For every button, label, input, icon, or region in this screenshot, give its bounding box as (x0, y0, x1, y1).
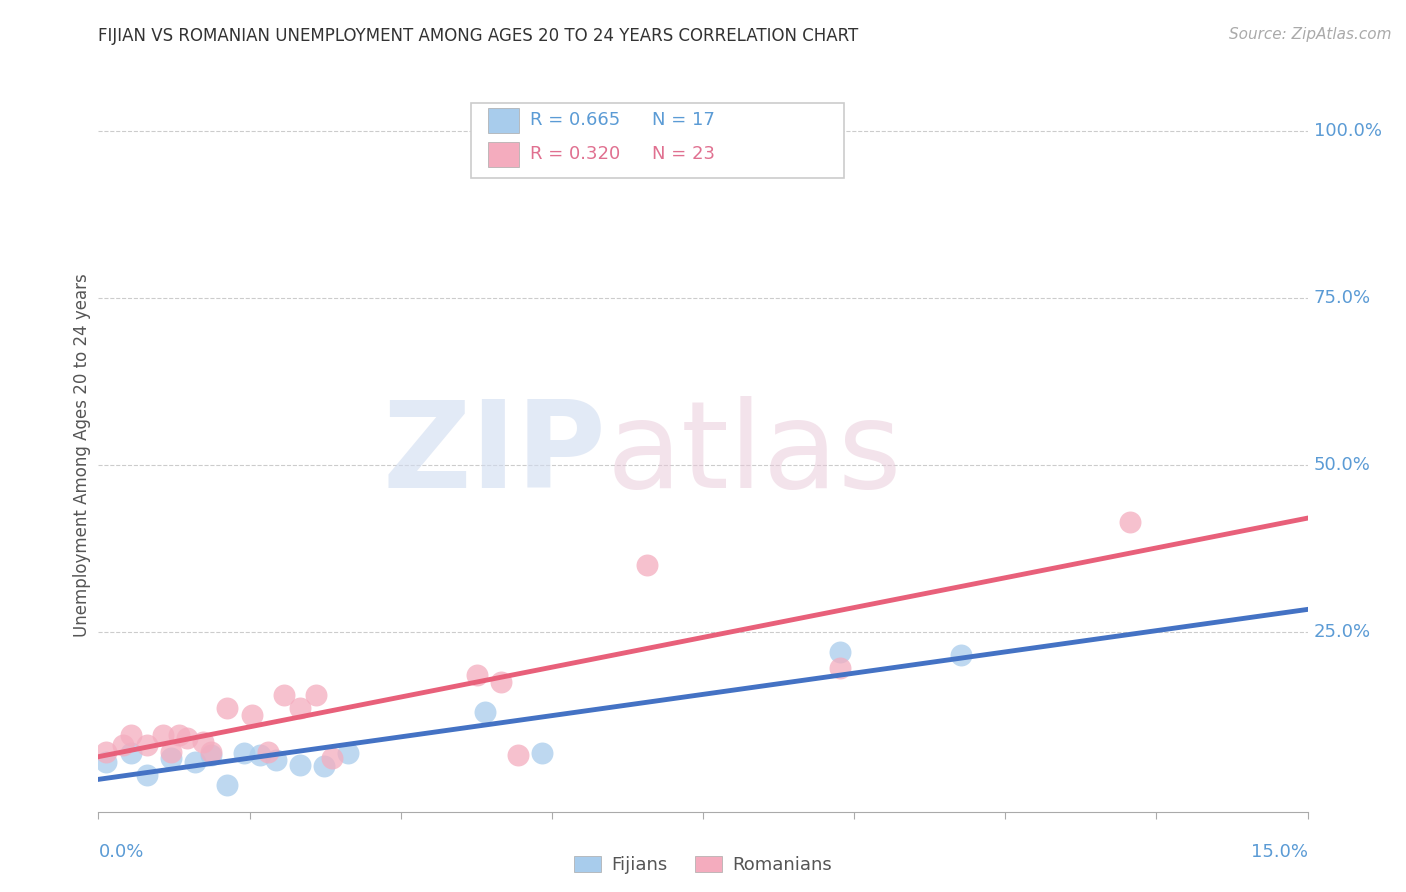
Text: N = 17: N = 17 (652, 112, 716, 129)
Text: R = 0.320: R = 0.320 (530, 145, 620, 163)
Point (160, 751, 183, 765)
Text: Source: ZipAtlas.com: Source: ZipAtlas.com (1229, 27, 1392, 42)
Point (96, 745, 118, 759)
Point (828, 661, 851, 675)
Point (636, 558, 658, 572)
Point (232, 746, 254, 760)
Point (152, 728, 174, 742)
Point (200, 745, 222, 759)
Text: 0.0%: 0.0% (98, 843, 143, 861)
Point (491, 674, 513, 689)
Text: atlas: atlas (606, 396, 901, 514)
Point (264, 753, 287, 767)
Text: ZIP: ZIP (382, 396, 606, 514)
Point (184, 755, 207, 769)
Point (256, 745, 278, 759)
Point (949, 648, 972, 662)
Point (120, 728, 142, 742)
Point (217, 701, 239, 715)
Point (135, 738, 157, 752)
Point (273, 688, 295, 702)
Point (135, 768, 157, 782)
Text: 75.0%: 75.0% (1313, 289, 1371, 307)
Point (828, 645, 851, 659)
Point (111, 738, 134, 752)
Point (1119, 515, 1142, 529)
Text: 50.0%: 50.0% (1313, 456, 1371, 474)
Point (288, 758, 311, 772)
Point (288, 701, 311, 715)
Point (474, 705, 496, 719)
Point (240, 708, 263, 723)
Text: 100.0%: 100.0% (1313, 122, 1382, 140)
Point (305, 688, 328, 702)
Text: R = 0.665: R = 0.665 (530, 112, 620, 129)
Point (167, 728, 190, 742)
Text: FIJIAN VS ROMANIAN UNEMPLOYMENT AMONG AGES 20 TO 24 YEARS CORRELATION CHART: FIJIAN VS ROMANIAN UNEMPLOYMENT AMONG AG… (98, 27, 859, 45)
Text: 15.0%: 15.0% (1250, 843, 1308, 861)
Point (321, 751, 343, 765)
Text: N = 23: N = 23 (652, 145, 716, 163)
Point (193, 734, 215, 748)
Point (120, 746, 142, 760)
Point (337, 746, 360, 760)
Point (96, 755, 118, 769)
Point (314, 759, 336, 773)
Y-axis label: Unemployment Among Ages 20 to 24 years: Unemployment Among Ages 20 to 24 years (73, 273, 91, 637)
Point (200, 747, 222, 762)
Point (176, 731, 198, 746)
Point (249, 747, 271, 762)
Text: 25.0%: 25.0% (1313, 623, 1371, 640)
Point (465, 668, 488, 682)
Point (160, 745, 183, 759)
Legend: Fijians, Romanians: Fijians, Romanians (567, 848, 839, 881)
Point (217, 778, 239, 792)
Point (506, 747, 529, 762)
Point (530, 746, 553, 760)
